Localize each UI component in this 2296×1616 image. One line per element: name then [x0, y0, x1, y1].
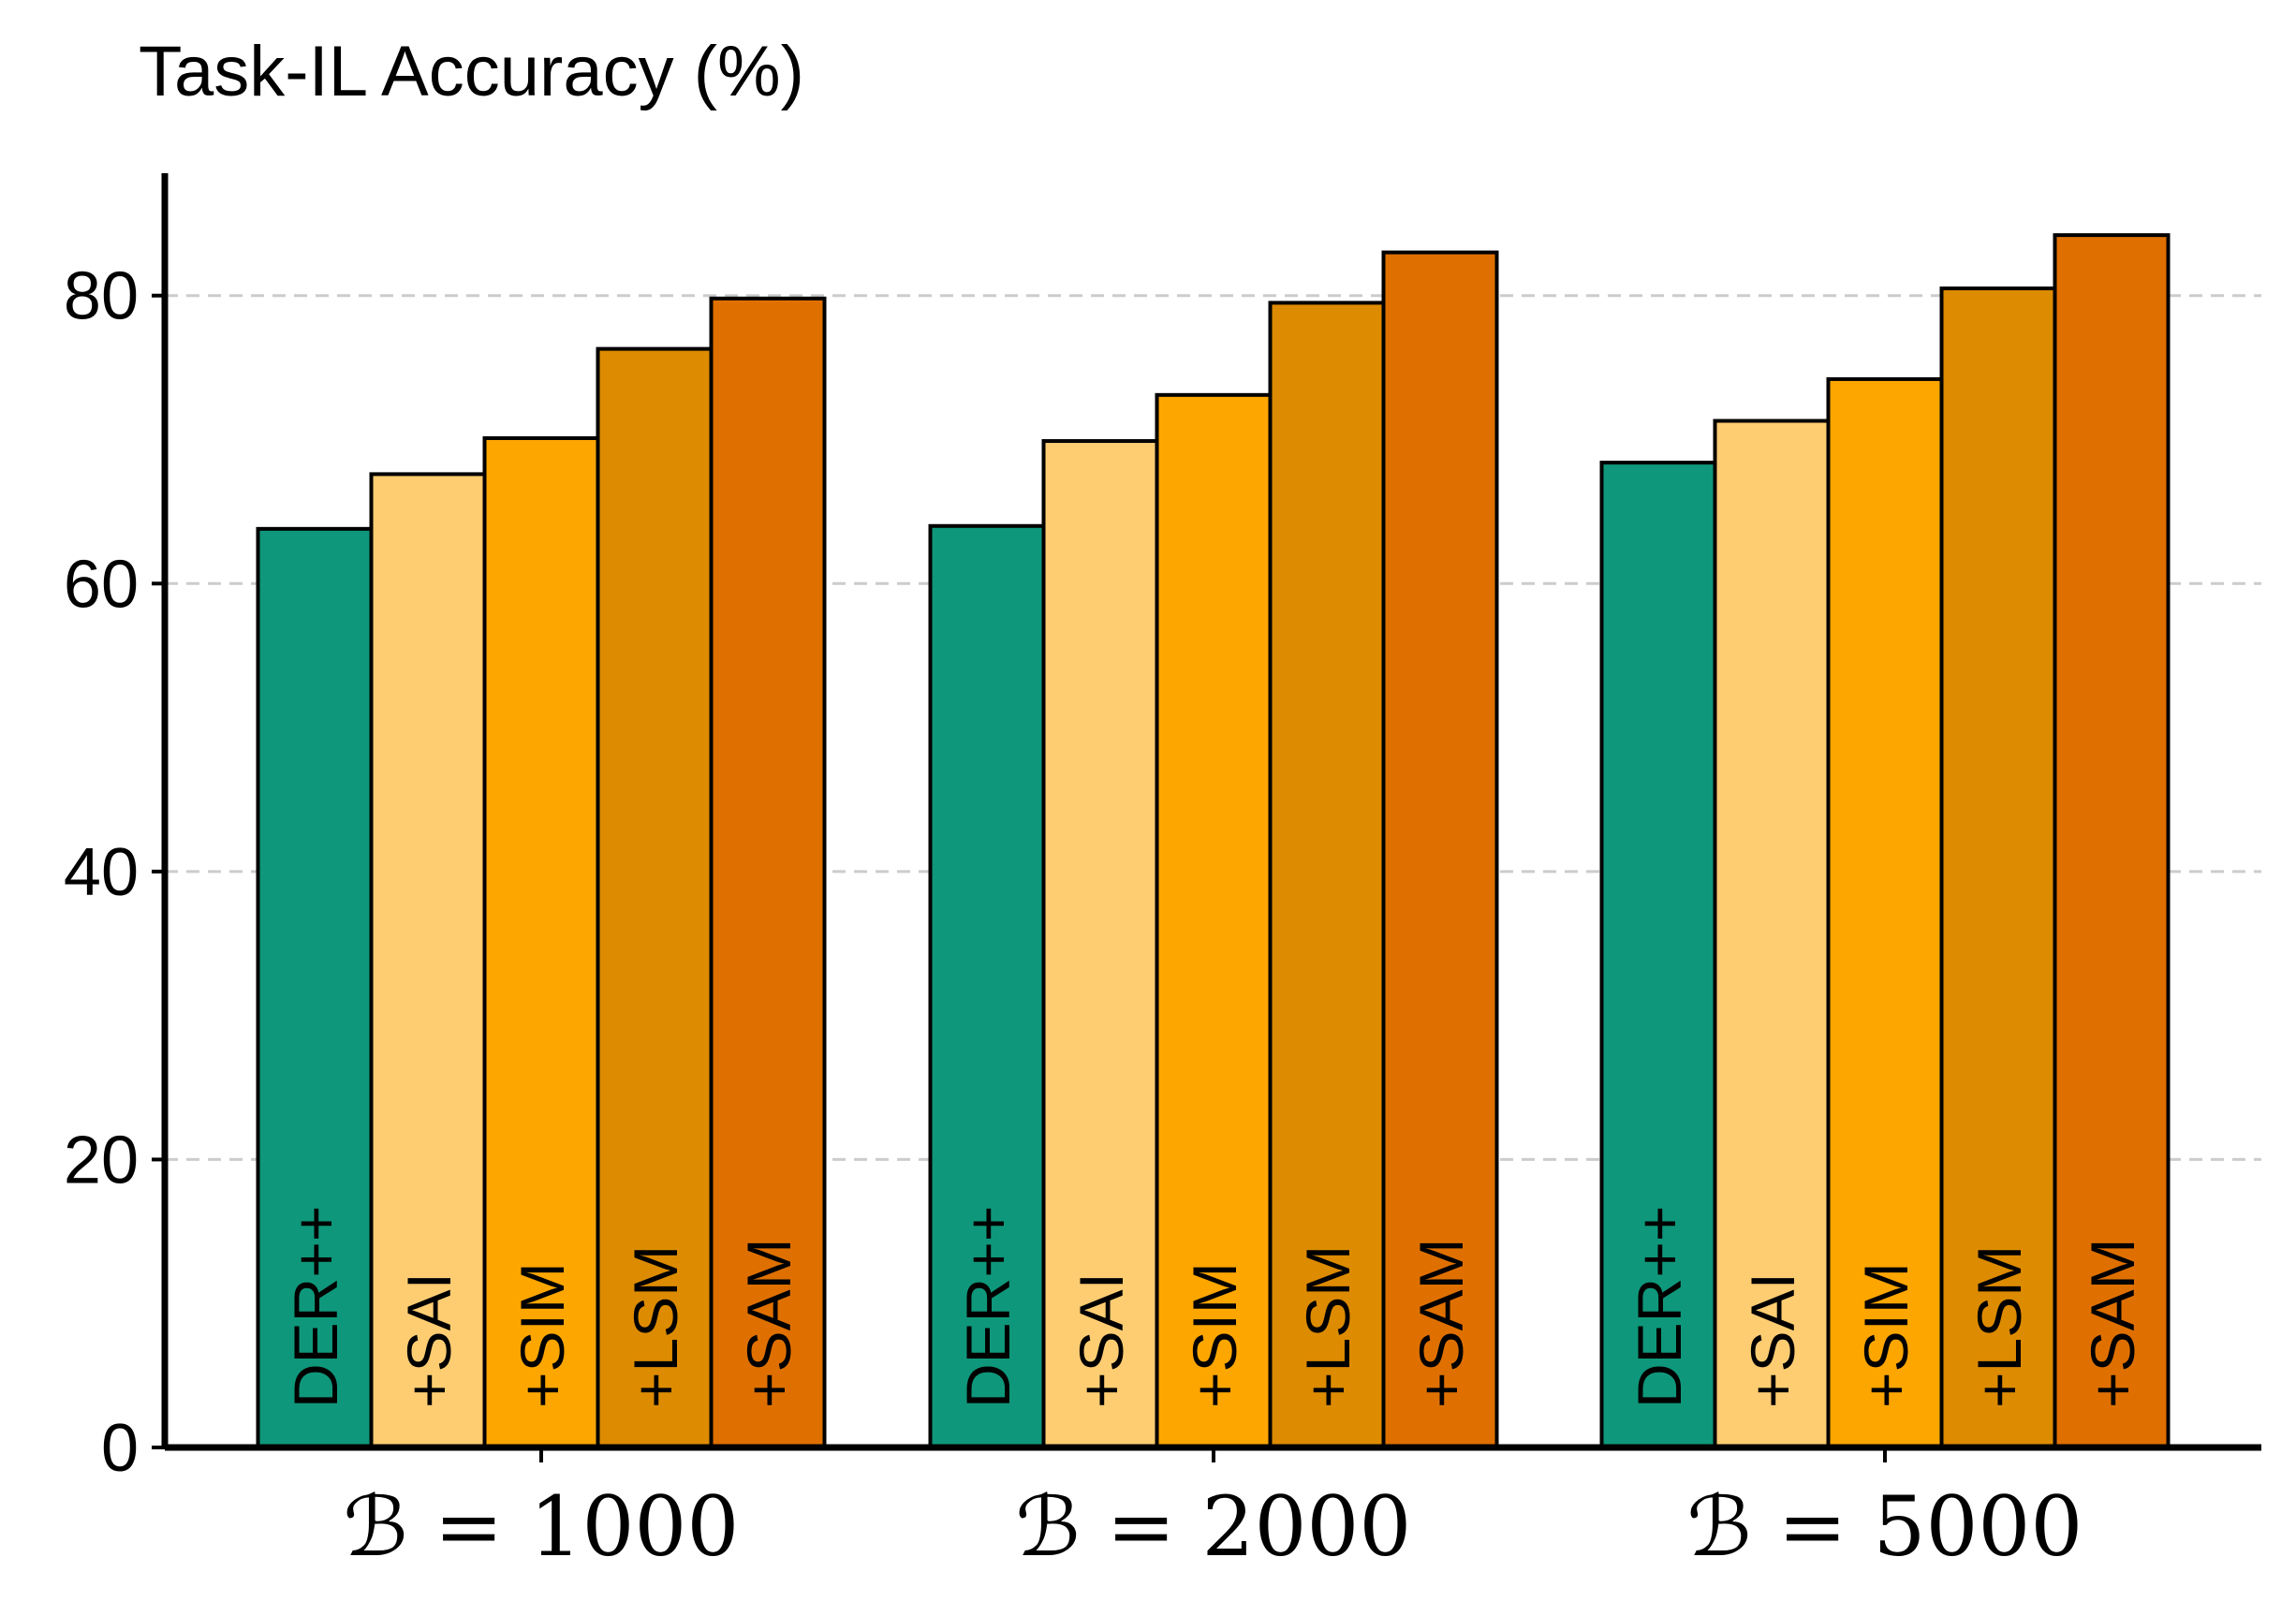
bar: [1713, 419, 1831, 1449]
y-axis: 0 20 40 60 80: [64, 173, 169, 1486]
bar: [1939, 286, 2057, 1450]
bar: [482, 435, 600, 1449]
x-tick-label: ℬ = 2000: [1016, 1478, 1412, 1575]
bar-label: DER++: [1625, 1206, 1694, 1408]
bar-label: +SAI: [394, 1272, 464, 1408]
bar-label: +SIM: [508, 1262, 577, 1408]
bar: [709, 296, 827, 1449]
bar: [928, 523, 1046, 1449]
bar-labels: DER++ +SAI +SIM +LSM +SAM DER++ +SAI +SIM +LSM +S…: [281, 1206, 2147, 1408]
bar-label: +SAM: [1406, 1238, 1476, 1408]
bar-label: +SAI: [1067, 1272, 1136, 1408]
bar-label: +SIM: [1851, 1262, 1921, 1408]
bar-label: +SAI: [1738, 1272, 1807, 1408]
bar: [1826, 376, 1944, 1450]
y-tick-label: 40: [64, 835, 139, 910]
bar-label: DER++: [953, 1206, 1023, 1408]
x-tick-label: ℬ = 1000: [344, 1478, 740, 1575]
bar-label: +LSM: [1965, 1245, 2034, 1408]
bar: [596, 346, 714, 1450]
bar: [256, 526, 374, 1449]
y-tick-label: 0: [101, 1411, 139, 1486]
y-tick-label: 60: [64, 547, 139, 622]
x-tick-label: ℬ = 5000: [1687, 1478, 2083, 1575]
bar-label: +SAM: [734, 1238, 803, 1408]
bar-label: DER++: [281, 1206, 350, 1408]
bars: [256, 233, 2171, 1450]
bar: [1041, 439, 1159, 1450]
bar: [2053, 233, 2171, 1449]
bar-label: +SAM: [2078, 1238, 2147, 1408]
y-tick-label: 20: [64, 1123, 139, 1197]
bar-label: +SIM: [1180, 1262, 1249, 1408]
y-tick-label: 80: [64, 259, 139, 334]
chart-title: Task-IL Accuracy (%): [139, 32, 804, 111]
bar-label: +LSM: [621, 1245, 690, 1408]
bar-label: +LSM: [1293, 1245, 1362, 1408]
x-axis: ℬ = 1000 ℬ = 2000 ℬ = 5000: [165, 1444, 2261, 1575]
